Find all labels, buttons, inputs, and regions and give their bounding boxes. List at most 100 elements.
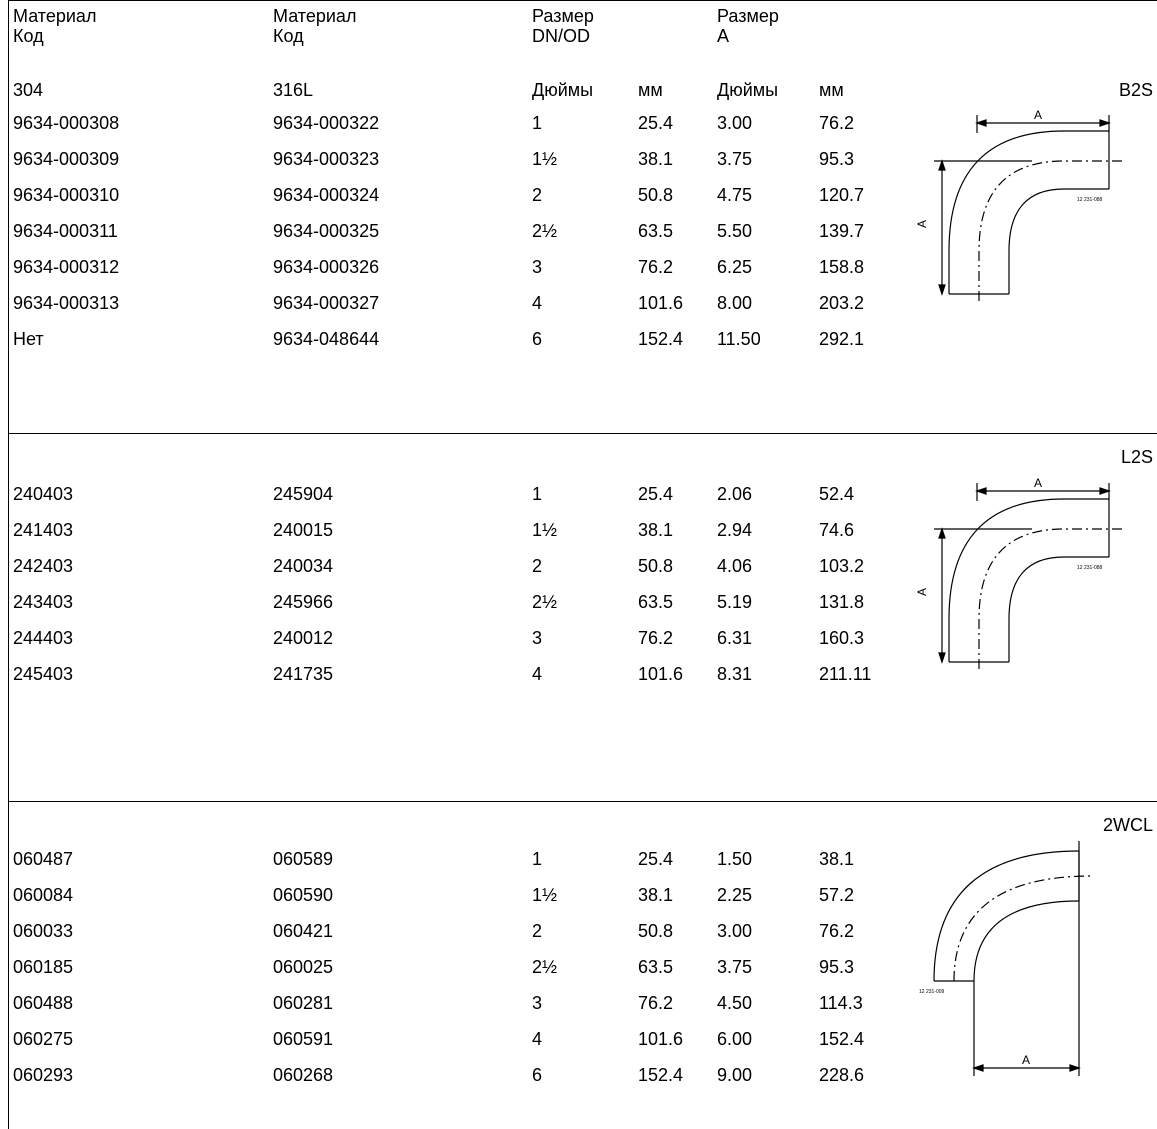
section-code-2wcl: 2WCL xyxy=(1102,815,1153,835)
table-row: 060185 060025 2½ 63.5 3.75 95.3 xyxy=(9,949,909,985)
table-row: 060488 060281 3 76.2 4.50 114.3 xyxy=(9,985,909,1021)
cell-size-mm: 25.4 xyxy=(638,849,674,869)
cell-size-inch: 1 xyxy=(532,849,543,869)
cell-code-304: 060275 xyxy=(13,1029,74,1049)
table-row: Нет 9634-048644 6 152.4 11.50 292.1 xyxy=(9,321,909,357)
dimension-label: A xyxy=(915,588,929,596)
mm-unit-label: мм xyxy=(819,80,844,100)
cell-size-mm: 152.4 xyxy=(638,329,684,349)
cell-size-mm: 101.6 xyxy=(638,293,684,313)
cell-code-304: 241403 xyxy=(13,520,74,540)
cell-size-inch: 2 xyxy=(532,185,543,205)
cell-a-inch: 5.19 xyxy=(717,592,753,612)
cell-a-inch: 1.50 xyxy=(717,849,753,869)
cell-size-inch: 6 xyxy=(532,1065,543,1085)
cell-a-inch: 11.50 xyxy=(717,329,761,349)
bend-elbow-2wcl-drawing: A 12 231-009 xyxy=(919,841,1093,1076)
cell-a-inch: 5.50 xyxy=(717,221,753,241)
cell-size-inch: 4 xyxy=(532,1029,543,1049)
table-row: 242403 240034 2 50.8 4.06 103.2 xyxy=(9,548,909,584)
section-code-l2s: L2S xyxy=(1120,447,1153,467)
cell-code-304: 9634-000309 xyxy=(13,149,120,169)
table-row: 060487 060589 1 25.4 1.50 38.1 xyxy=(9,841,909,877)
cell-a-inch: 6.25 xyxy=(717,257,753,277)
cell-code-316l: 060268 xyxy=(273,1065,334,1085)
cell-size-inch: 3 xyxy=(532,257,543,277)
table-row: 9634-000313 9634-000327 4 101.6 8.00 203.2 xyxy=(9,285,909,321)
cell-a-mm: 203.2 xyxy=(819,293,865,313)
cell-code-304: 060488 xyxy=(13,993,74,1013)
cell-size-mm: 50.8 xyxy=(638,921,674,941)
bend-elbow-b2s-drawing: A A 12 231-088 xyxy=(915,108,1124,301)
cell-a-inch: 4.75 xyxy=(717,185,753,205)
header-label: Размер xyxy=(532,6,594,26)
cell-size-mm: 63.5 xyxy=(638,592,674,612)
cell-code-316l: 240015 xyxy=(273,520,334,540)
cell-code-316l: 060281 xyxy=(273,993,334,1013)
cell-code-304: 060033 xyxy=(13,921,74,941)
cell-a-mm: 103.2 xyxy=(819,556,865,576)
cell-a-mm: 292.1 xyxy=(819,329,865,349)
cell-a-mm: 114.3 xyxy=(819,993,863,1013)
cell-size-mm: 63.5 xyxy=(638,221,674,241)
cell-size-inch: 1½ xyxy=(532,520,558,540)
cell-code-316l: 9634-000326 xyxy=(273,257,380,277)
cell-size-inch: 2½ xyxy=(532,592,558,612)
header-label: Код xyxy=(273,26,304,46)
cell-code-304: 244403 xyxy=(13,628,74,648)
table-row: 060084 060590 1½ 38.1 2.25 57.2 xyxy=(9,877,909,913)
table-row: 241403 240015 1½ 38.1 2.94 74.6 xyxy=(9,512,909,548)
material-316l-label: 316L xyxy=(273,80,314,100)
cell-size-inch: 1½ xyxy=(532,149,558,169)
cell-size-mm: 38.1 xyxy=(638,520,674,540)
cell-size-inch: 6 xyxy=(532,329,543,349)
cell-code-316l: 245904 xyxy=(273,484,334,504)
cell-code-304: 060487 xyxy=(13,849,74,869)
cell-a-mm: 52.4 xyxy=(819,484,855,504)
cell-code-304: 245403 xyxy=(13,664,74,684)
cell-code-304: 240403 xyxy=(13,484,74,504)
cell-a-inch: 3.75 xyxy=(717,149,753,169)
table-row: 9634-000309 9634-000323 1½ 38.1 3.75 95.3 xyxy=(9,141,909,177)
cell-code-316l: 241735 xyxy=(273,664,334,684)
cell-code-316l: 060421 xyxy=(273,921,334,941)
header-label: A xyxy=(717,26,730,46)
header-material-1: Материал Код xyxy=(13,6,96,46)
cell-code-316l: 9634-000325 xyxy=(273,221,380,241)
cell-code-304: 9634-000313 xyxy=(13,293,120,313)
cell-code-304: 242403 xyxy=(13,556,74,576)
cell-code-304: 9634-000311 xyxy=(13,221,118,241)
table-row: 9634-000312 9634-000326 3 76.2 6.25 158.8 xyxy=(9,249,909,285)
cell-code-304: 060293 xyxy=(13,1065,74,1085)
cell-size-inch: 2 xyxy=(532,556,543,576)
drawing-tag: 12 231-088 xyxy=(1077,565,1103,571)
cell-a-mm: 38.1 xyxy=(819,849,855,869)
cell-size-mm: 25.4 xyxy=(638,484,674,504)
cell-code-304: Нет xyxy=(13,329,44,349)
dimension-label: A xyxy=(1034,108,1042,122)
bend-elbow-l2s-drawing: A A 12 231-088 xyxy=(915,476,1124,669)
cell-a-inch: 3.00 xyxy=(717,113,753,133)
cell-a-mm: 139.7 xyxy=(819,221,865,241)
cell-size-mm: 50.8 xyxy=(638,556,674,576)
cell-code-316l: 9634-000323 xyxy=(273,149,380,169)
cell-size-inch: 1 xyxy=(532,484,543,504)
cell-size-mm: 25.4 xyxy=(638,113,674,133)
subheader-row: 304 316L Дюймы мм Дюймы мм xyxy=(9,72,909,108)
table-row: 244403 240012 3 76.2 6.31 160.3 xyxy=(9,620,909,656)
cell-code-316l: 9634-000327 xyxy=(273,293,380,313)
cell-a-mm: 76.2 xyxy=(819,921,855,941)
cell-size-mm: 152.4 xyxy=(638,1065,684,1085)
drawing-tag: 12 231-088 xyxy=(1077,197,1103,203)
cell-code-304: 9634-000310 xyxy=(13,185,120,205)
table-row: 9634-000310 9634-000324 2 50.8 4.75 120.7 xyxy=(9,177,909,213)
cell-size-mm: 76.2 xyxy=(638,993,674,1013)
cell-code-316l: 060591 xyxy=(273,1029,334,1049)
table-row: 9634-000311 9634-000325 2½ 63.5 5.50 139.7 xyxy=(9,213,909,249)
cell-code-316l: 060589 xyxy=(273,849,334,869)
cell-a-mm: 131.8 xyxy=(819,592,865,612)
cell-a-inch: 3.00 xyxy=(717,921,753,941)
header-label: DN/OD xyxy=(532,26,590,46)
table-row: 240403 245904 1 25.4 2.06 52.4 xyxy=(9,476,909,512)
cell-code-316l: 060025 xyxy=(273,957,334,977)
